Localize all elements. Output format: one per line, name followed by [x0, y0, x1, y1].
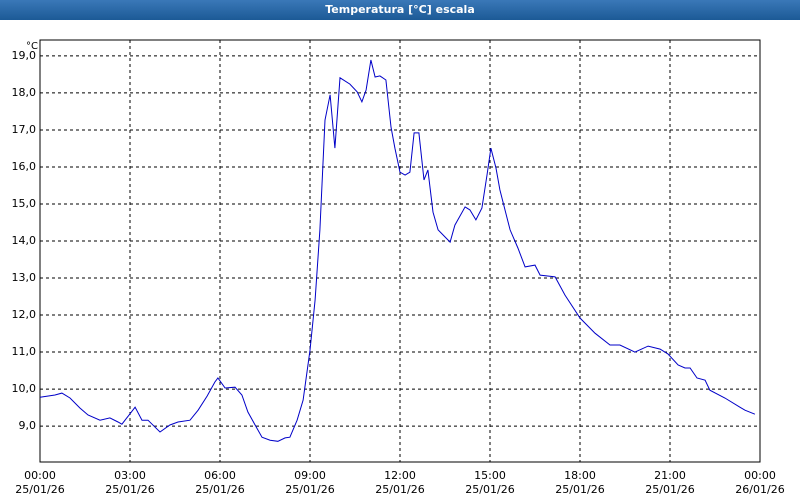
y-tick-label: 11,0: [12, 345, 37, 358]
y-tick-label: 10,0: [12, 382, 37, 395]
title-bar: [0, 0, 800, 20]
x-tick-label: 00:00: [24, 469, 56, 482]
y-tick-label: 17,0: [12, 123, 37, 136]
x-tick-label: 12:00: [384, 469, 416, 482]
x-tick-date: 25/01/26: [105, 483, 154, 496]
y-tick-label: 15,0: [12, 197, 37, 210]
x-tick-date: 25/01/26: [15, 483, 64, 496]
x-tick-label: 06:00: [204, 469, 236, 482]
y-axis-label: °C: [26, 41, 38, 52]
y-tick-label: 19,0: [12, 49, 37, 62]
chart-title: Temperatura [°C] escala: [325, 3, 475, 16]
y-tick-label: 14,0: [12, 234, 37, 247]
x-tick-date: 26/01/26: [735, 483, 784, 496]
x-tick-date: 25/01/26: [375, 483, 424, 496]
y-tick-label: 16,0: [12, 160, 37, 173]
x-tick-label: 21:00: [654, 469, 686, 482]
x-tick-label: 15:00: [474, 469, 506, 482]
x-tick-date: 25/01/26: [285, 483, 334, 496]
line-series: [39, 59, 756, 442]
y-tick-label: 9,0: [19, 419, 37, 432]
x-tick-label: 18:00: [564, 469, 596, 482]
x-tick-date: 25/01/26: [195, 483, 244, 496]
y-tick-label: 13,0: [12, 271, 37, 284]
y-tick-label: 18,0: [12, 86, 37, 99]
y-tick-label: 12,0: [12, 308, 37, 321]
x-tick-date: 25/01/26: [555, 483, 604, 496]
x-tick-date: 25/01/26: [465, 483, 514, 496]
x-tick-date: 25/01/26: [645, 483, 694, 496]
x-tick-label: 09:00: [294, 469, 326, 482]
x-tick-label: 00:00: [744, 469, 776, 482]
x-tick-label: 03:00: [114, 469, 146, 482]
